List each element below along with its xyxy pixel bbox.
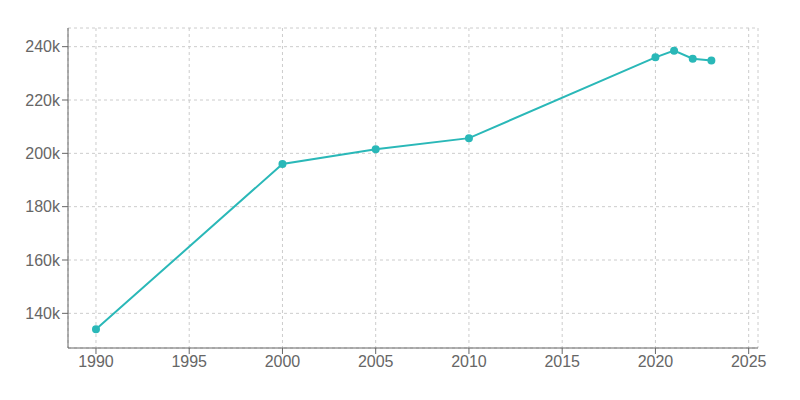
svg-text:1990: 1990 (78, 353, 114, 370)
svg-text:160k: 160k (25, 252, 61, 269)
svg-text:2025: 2025 (731, 353, 767, 370)
svg-text:2000: 2000 (265, 353, 301, 370)
svg-text:2010: 2010 (451, 353, 487, 370)
svg-text:220k: 220k (25, 92, 61, 109)
svg-text:140k: 140k (25, 305, 61, 322)
svg-text:2015: 2015 (544, 353, 580, 370)
svg-text:240k: 240k (25, 38, 61, 55)
svg-text:2020: 2020 (638, 353, 674, 370)
svg-text:180k: 180k (25, 198, 61, 215)
svg-text:2005: 2005 (358, 353, 394, 370)
svg-text:200k: 200k (25, 145, 61, 162)
svg-text:1995: 1995 (171, 353, 207, 370)
